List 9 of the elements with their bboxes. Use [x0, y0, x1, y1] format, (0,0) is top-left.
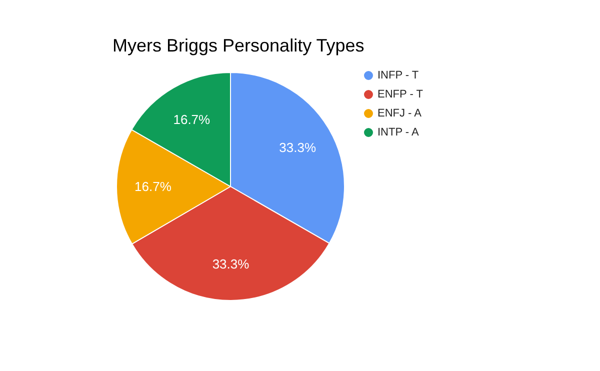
legend-label: ENFP - T: [378, 88, 424, 100]
data-label: 16.7%: [134, 179, 172, 194]
legend-label: INTP - A: [378, 126, 420, 138]
legend-label: INFP - T: [378, 70, 419, 82]
legend-label: ENFJ - A: [378, 108, 422, 120]
data-label: 33.3%: [212, 256, 250, 272]
data-label: 16.7%: [173, 112, 211, 127]
chart-title: Myers Briggs Personality Types: [112, 36, 364, 56]
data-label: 33.3%: [279, 140, 316, 156]
